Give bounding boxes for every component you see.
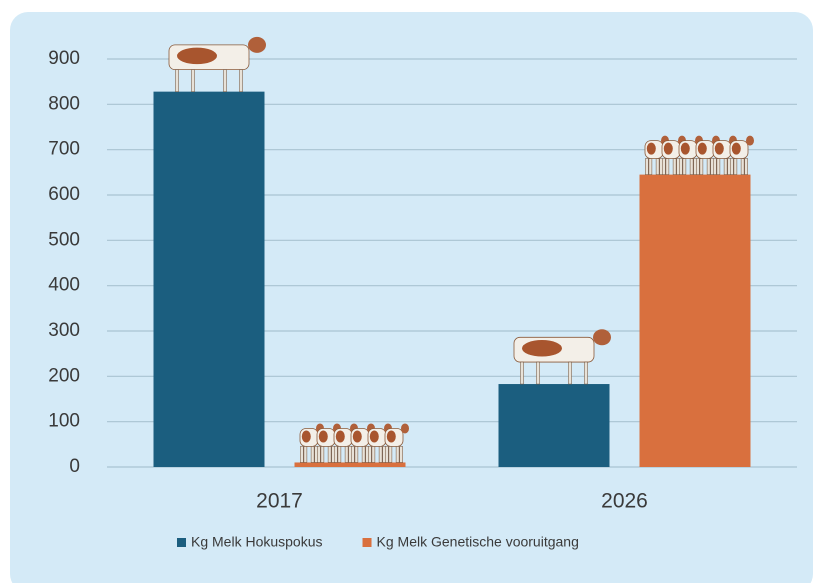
cow-leg <box>741 159 744 175</box>
bar <box>154 92 265 467</box>
cow-leg <box>730 159 733 175</box>
y-tick-label: 500 <box>48 229 80 250</box>
cow-patch <box>302 430 311 442</box>
cow-leg <box>666 159 669 175</box>
cow-leg <box>311 446 314 462</box>
cow-leg <box>707 159 710 175</box>
cow-patch <box>336 430 345 442</box>
cow-leg <box>304 446 307 462</box>
cow-leg <box>321 446 324 462</box>
cow-leg <box>328 446 331 462</box>
cow-patch <box>353 430 362 442</box>
cow-leg <box>662 159 665 175</box>
cow-leg <box>700 159 703 175</box>
cow-leg <box>372 446 375 462</box>
cow-leg <box>724 159 727 175</box>
cow-leg <box>745 159 748 175</box>
y-tick-label: 400 <box>48 275 80 296</box>
bar <box>295 462 406 467</box>
cow-head <box>401 423 409 433</box>
cow-leg <box>240 70 243 92</box>
cow-patch <box>319 430 328 442</box>
y-tick-label: 800 <box>48 93 80 114</box>
cow-leg <box>389 446 392 462</box>
cow-leg <box>717 159 720 175</box>
cow-patch <box>387 430 396 442</box>
cow-leg <box>713 159 716 175</box>
cow-leg <box>673 159 676 175</box>
cow-leg <box>300 446 303 462</box>
y-tick-label: 700 <box>48 139 80 160</box>
cow-leg <box>683 159 686 175</box>
legend-swatch <box>177 538 186 547</box>
y-tick-label: 200 <box>48 365 80 386</box>
cow-leg <box>368 446 371 462</box>
cow-leg <box>338 446 341 462</box>
cow-leg <box>537 362 540 384</box>
cow-leg <box>334 446 337 462</box>
cow-leg <box>362 446 365 462</box>
cow-patch <box>177 48 217 65</box>
cow-leg <box>345 446 348 462</box>
legend-label: Kg Melk Hokuspokus <box>191 534 323 550</box>
cow-patch <box>732 143 741 155</box>
cow-patch <box>647 143 656 155</box>
cow-leg <box>400 446 403 462</box>
cow-leg <box>645 159 648 175</box>
cow-leg <box>351 446 354 462</box>
legend-swatch <box>363 538 372 547</box>
cow-patch <box>664 143 673 155</box>
bar <box>499 384 610 467</box>
cow-leg <box>690 159 693 175</box>
cow-leg <box>385 446 388 462</box>
cow-leg <box>355 446 358 462</box>
x-tick-label: 2017 <box>256 490 303 513</box>
cow-head <box>593 329 611 345</box>
cow-head <box>746 136 754 146</box>
cow-leg <box>224 70 227 92</box>
cow-leg <box>176 70 179 92</box>
cow-patch <box>698 143 707 155</box>
y-tick-label: 900 <box>48 48 80 69</box>
cow-leg <box>656 159 659 175</box>
chart: 0 100 200 300 400 500 600 700 800 900 2017 2026 Kg M… <box>0 0 818 583</box>
cow-leg <box>521 362 524 384</box>
y-tick-label: 0 <box>69 456 80 477</box>
y-tick-label: 100 <box>48 411 80 432</box>
cow-leg <box>192 70 195 92</box>
y-tick-label: 600 <box>48 184 80 205</box>
legend-label: Kg Melk Genetische vooruitgang <box>377 534 579 550</box>
cow-patch <box>370 430 379 442</box>
cow-leg <box>734 159 737 175</box>
cow-head <box>248 37 266 53</box>
cow-patch <box>522 340 562 357</box>
cow-leg <box>317 446 320 462</box>
cow-leg <box>379 446 382 462</box>
y-tick-label: 300 <box>48 320 80 341</box>
cow-leg <box>679 159 682 175</box>
cow-patch <box>681 143 690 155</box>
cow-leg <box>569 362 572 384</box>
cow-patch <box>715 143 724 155</box>
cow-leg <box>396 446 399 462</box>
cow-leg <box>649 159 652 175</box>
cow-leg <box>585 362 588 384</box>
bar <box>640 175 751 467</box>
cow-leg <box>696 159 699 175</box>
x-tick-label: 2026 <box>601 490 648 513</box>
